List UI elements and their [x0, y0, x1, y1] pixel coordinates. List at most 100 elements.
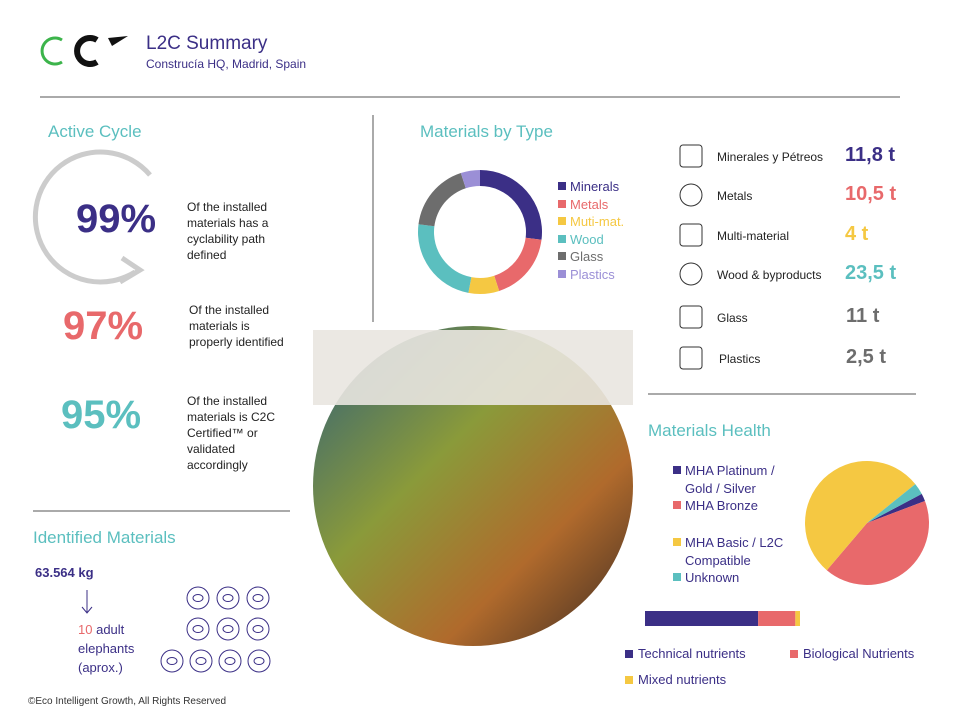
material-name: Minerales y Pétreos: [717, 150, 824, 164]
icon: [679, 305, 703, 329]
elephant-icon: [224, 657, 236, 665]
legend-label: Wood: [570, 231, 604, 247]
material-name: Wood & byproducts: [717, 268, 822, 282]
material-icons: [679, 144, 703, 370]
chart-title: Materials Health: [648, 421, 771, 440]
stat-value: 99%: [76, 197, 157, 241]
legend-swatch: [673, 538, 681, 546]
stat-value: 95%: [61, 393, 142, 437]
logo: [108, 36, 128, 46]
elephant-icon: [246, 586, 270, 610]
legend-label: MHA Basic / L2C Compatible: [685, 535, 784, 568]
elephant-icon: [222, 594, 234, 602]
stat-text: Of the installed materials has a cyclabi…: [187, 200, 269, 262]
slice: [826, 500, 929, 585]
bar-segment: [795, 611, 800, 626]
elephant-icons: [160, 586, 271, 673]
arrow: [81, 606, 93, 614]
stat-text: Of the installed materials is properly i…: [189, 303, 284, 349]
slice: [867, 493, 925, 523]
elephant-icon: [246, 617, 270, 641]
elephant-text: adult elephants (aprox.): [78, 622, 135, 675]
legend-label: MHA Platinum / Gold / Silver: [685, 463, 775, 496]
slice: [480, 170, 542, 240]
cycle-icon: [118, 255, 145, 285]
material-name: Multi-material: [717, 229, 790, 243]
bar-segment: [645, 611, 759, 626]
material-amount: 10,5 t: [845, 183, 897, 205]
icon: [679, 144, 703, 168]
icon: [679, 346, 703, 370]
material-amount: 4 t: [845, 223, 869, 245]
legend-label: Plastics: [570, 266, 615, 282]
icon: [679, 183, 703, 207]
elephant-icon: [222, 625, 234, 633]
legend-swatch: [558, 234, 566, 243]
title: L2C Summary: [146, 33, 268, 54]
slice: [418, 173, 466, 227]
legend-label: Minerals: [570, 179, 620, 194]
logo: [74, 35, 99, 67]
section-title: Active Cycle: [48, 122, 142, 141]
slice: [805, 461, 916, 571]
photo: [313, 330, 633, 405]
cycle-icon: [32, 149, 152, 285]
icon: [679, 223, 703, 247]
chart-title: Materials by Type: [420, 122, 553, 141]
legend-label: Muti-mat.: [570, 214, 625, 229]
material-amount: 23,5 t: [845, 262, 897, 284]
bar-segment: [758, 611, 796, 626]
logo: [40, 36, 63, 66]
legend-label: Metals: [570, 196, 609, 212]
elephant-icon: [252, 594, 264, 602]
material-name: Metals: [717, 189, 753, 203]
elephants: 10 adult elephants (aprox.): [78, 620, 168, 677]
elephant-icon: [216, 617, 240, 641]
slice: [494, 237, 542, 291]
photo: [313, 326, 633, 646]
elephant-icon: [166, 657, 178, 665]
stat-text: Of the installed materials is C2C Certif…: [187, 394, 276, 472]
legend-swatch: [558, 182, 566, 190]
legend-swatch: [558, 217, 566, 225]
elephant-icon: [189, 649, 213, 673]
material-name: Plastics: [719, 352, 761, 366]
legend-swatch: [558, 269, 566, 278]
stat-value: 97%: [63, 304, 144, 348]
material-amount: 11,8 t: [845, 144, 896, 166]
material-amount: 11 t: [846, 305, 880, 327]
legend-label: Mixed nutrients: [638, 672, 727, 687]
legend-label: MHA Bronze: [685, 498, 758, 513]
total: 63.564 kg: [35, 565, 94, 580]
elephant-icon: [192, 594, 204, 602]
legend-swatch: [558, 199, 566, 208]
subtitle: Construcía HQ, Madrid, Spain: [146, 57, 307, 71]
slice: [418, 224, 472, 293]
legend-swatch: [673, 466, 681, 474]
material-name: Glass: [717, 311, 748, 325]
elephant-icon: [186, 617, 210, 641]
legend-label: Biological Nutrients: [803, 646, 915, 661]
elephant-icon: [218, 649, 242, 673]
legend-swatch: [625, 650, 633, 658]
elephant-icon: [192, 625, 204, 633]
material-amount: 2,5 t: [846, 346, 887, 368]
legend-swatch: [790, 650, 798, 658]
legend-swatch: [673, 573, 681, 581]
elephant-icon: [160, 649, 184, 673]
legend-label: Glass: [570, 249, 604, 264]
elephant-icon: [247, 649, 271, 673]
legend-swatch: [625, 676, 633, 684]
slice: [867, 484, 922, 523]
slice: [468, 275, 500, 294]
slice: [460, 170, 480, 189]
elephant-icon: [252, 625, 264, 633]
elephant-icon: [216, 586, 240, 610]
section-title: Identified Materials: [33, 528, 176, 547]
elephant-icon: [186, 586, 210, 610]
elephant-icon: [253, 657, 265, 665]
icon: [679, 262, 703, 286]
footer: ©Eco Intelligent Growth, All Rights Rese…: [28, 696, 227, 707]
